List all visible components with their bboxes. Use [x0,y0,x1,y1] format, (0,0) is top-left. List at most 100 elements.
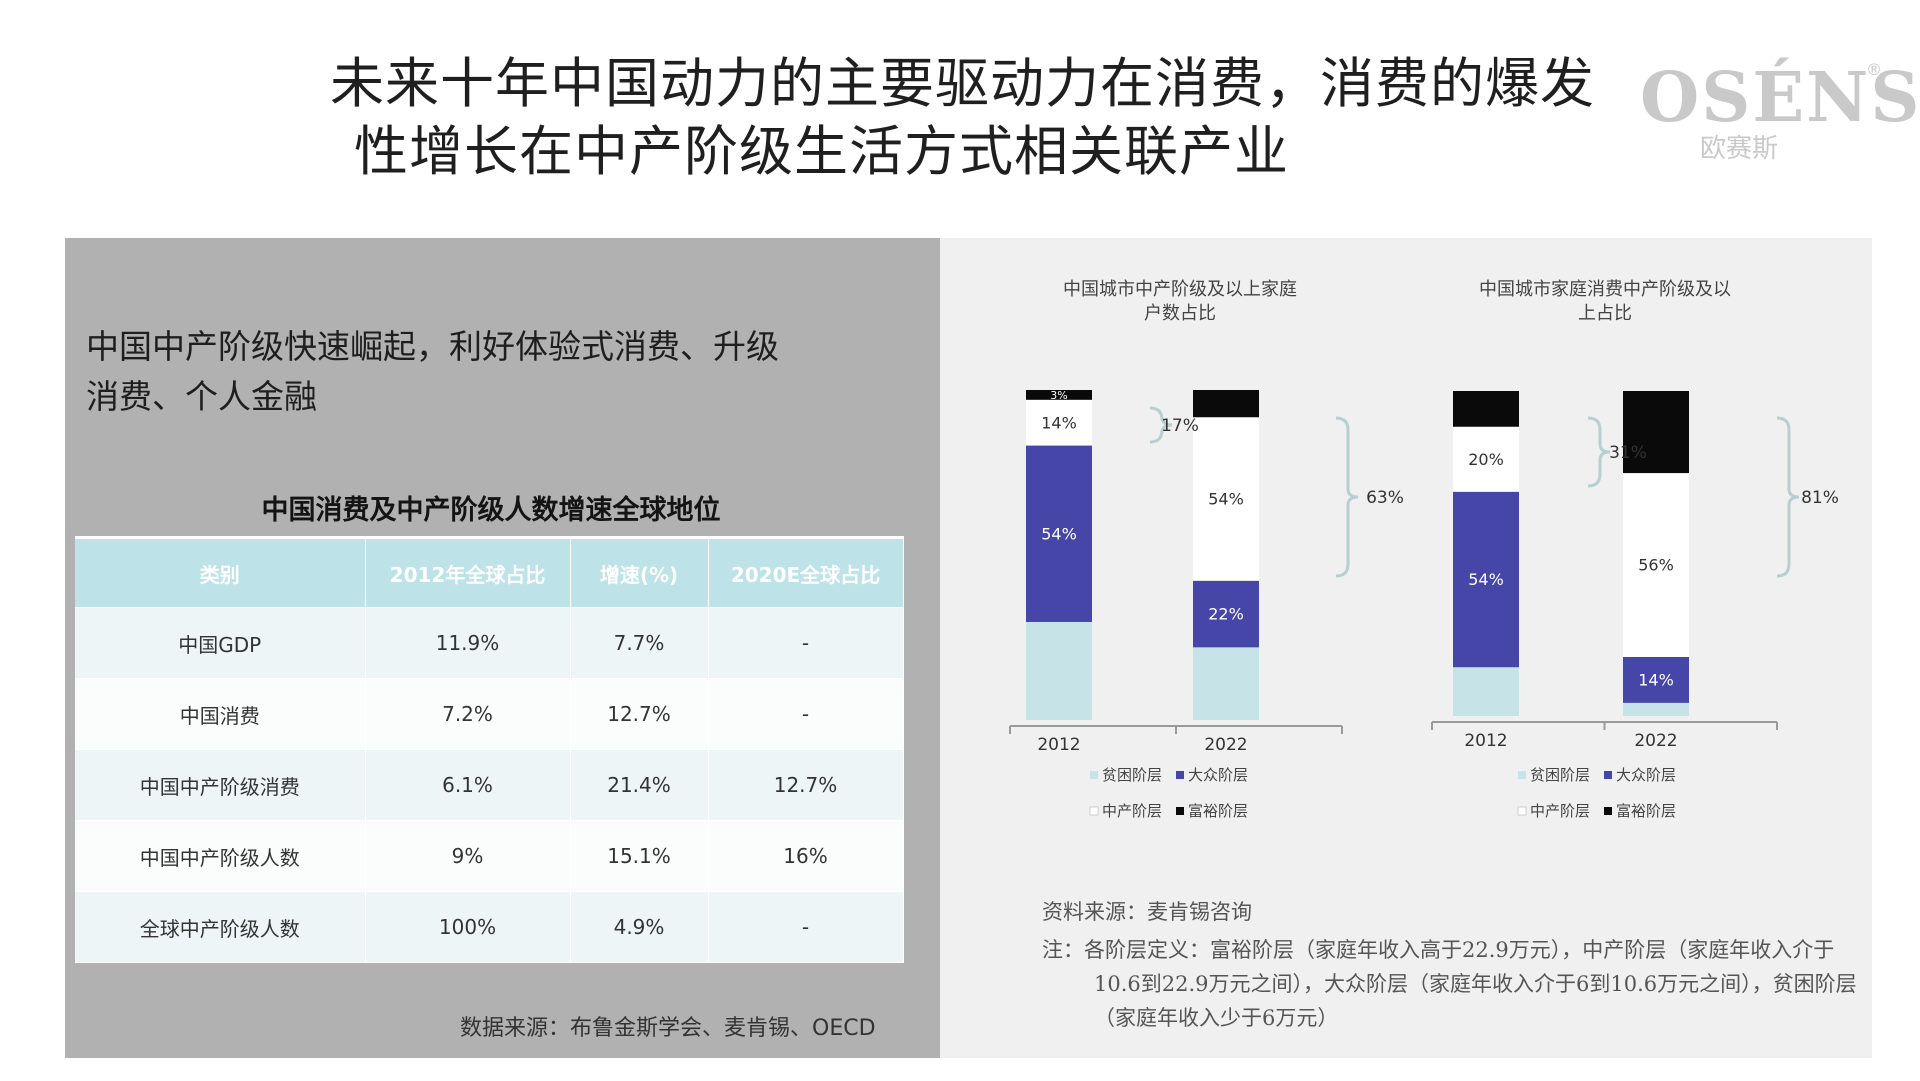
chart-1-bracket [1149,406,1173,444]
chart-2-bar-2012-富裕阶层 [1453,391,1519,427]
chart-2-bar-2022-中产阶层 [1623,473,1689,657]
table-cell: 7.7% [570,607,709,679]
chart-2-bracket-label: 31% [1609,443,1647,463]
chart-1-legend-swatch [1090,771,1098,779]
chart-1-legend-swatch [1176,771,1184,779]
column-header: 增速(%) [570,536,709,608]
page-title: 未来十年中国动力的主要驱动力在消费，消费的爆发 性增长在中产阶级生活方式相关联产… [330,50,1595,186]
chart-2-data-label: 20% [1468,450,1504,469]
table-cell: 11.9% [365,607,571,679]
notes-block: 资料来源：麦肯锡咨询 注：各阶层定义：富裕阶层（家庭年收入高于22.9万元），中… [1042,895,1862,1035]
table-cell: 15.1% [570,820,709,892]
page-title-line-1: 未来十年中国动力的主要驱动力在消费，消费的爆发 [330,52,1595,115]
logo-wordmark: OSÉNS [1640,58,1920,138]
headline: 中国中产阶级快速崛起，利好体验式消费、升级 消费、个人金融 [86,322,886,422]
chart-1-bracket-label: 17% [1161,416,1199,436]
chart-2-category-label: 2022 [1634,731,1677,751]
chart-1-data-label: 22% [1208,605,1244,624]
table-cell: 21.4% [570,749,709,821]
chart-1-bracket-label: 63% [1366,488,1404,508]
chart-1-bracket [1335,416,1359,578]
chart-1-legend-label: 大众阶层 [1188,766,1248,784]
chart-1-legend-label: 富裕阶层 [1188,802,1248,820]
chart-2-bar-2012-贫困阶层 [1453,667,1519,716]
table-cell: 4.9% [570,891,709,963]
chart-1-data-label: 54% [1208,490,1244,509]
table-header-row: 类别 2012年全球占比 增速(%) 2020E全球占比 [75,536,904,608]
table-cell: 9% [365,820,571,892]
chart-2-bracket [1776,416,1800,578]
chart-2-bracket-label: 81% [1801,488,1839,508]
table-title: 中国消费及中产阶级人数增速全球地位 [261,495,721,526]
chart-2-legend-label: 贫困阶层 [1530,766,1590,784]
chart-2-legend-label: 中产阶层 [1530,802,1590,820]
chart-2-data-label: 54% [1468,570,1504,589]
chart-2-title: 中国城市家庭消费中产阶级及以 上占比 [1450,278,1760,326]
page-title-line-2: 性增长在中产阶级生活方式相关联产业 [354,120,1289,183]
chart-2-legend-label: 富裕阶层 [1616,802,1676,820]
column-header: 2012年全球占比 [365,536,571,608]
column-header: 类别 [75,536,366,608]
table-cell: 6.1% [365,749,571,821]
chart-1-bar-2022-贫困阶层 [1193,647,1259,720]
headline-line-1: 中国中产阶级快速崛起，利好体验式消费、升级 [86,327,779,366]
chart-1-bar-2012-大众阶层 [1026,445,1092,622]
logo-chinese-name: 欧赛斯 [1700,134,1779,164]
chart-1-title-line-2: 户数占比 [1144,303,1216,324]
chart-1-legend-swatch [1089,806,1099,816]
table-cell: 中国中产阶级人数 [75,820,366,892]
chart-1-bar-2022-大众阶层 [1193,580,1259,648]
table-cell: 12.7% [570,678,709,750]
table-cell: 16% [708,820,904,892]
table-row: 中国GDP 11.9% 7.7% - [75,607,904,679]
chart-1-legend-label: 中产阶层 [1102,802,1162,820]
table-cell: - [708,607,904,679]
chart-1-bar-2022-中产阶层 [1193,417,1259,581]
chart-1-title-line-1: 中国城市中产阶级及以上家庭 [1063,279,1297,300]
chart-1-data-label: 54% [1041,524,1077,543]
chart-1-title: 中国城市中产阶级及以上家庭 户数占比 [1030,278,1330,326]
table-cell: 中国中产阶级消费 [75,749,366,821]
table-row: 全球中产阶级人数 100% 4.9% - [75,891,904,963]
brand-logo: OSÉNS ® 欧赛斯 [1640,58,1919,168]
table-cell: 中国消费 [75,678,366,750]
table-cell: 100% [365,891,571,963]
chart-2-legend-label: 大众阶层 [1616,766,1676,784]
table-row: 中国中产阶级人数 9% 15.1% 16% [75,820,904,892]
table-cell: - [708,891,904,963]
chart-2-bar-2012-大众阶层 [1453,491,1519,668]
table-source-note: 数据来源：布鲁金斯学会、麦肯锡、OECD [460,1016,876,1041]
chart-1-bar-2012-贫困阶层 [1026,621,1092,720]
chart-2-data-label: 56% [1638,556,1674,575]
chart-1-bar-2022-富裕阶层 [1193,390,1259,418]
chart-1-data-label: 3% [1050,389,1067,402]
chart-2-title-line-2: 上占比 [1578,303,1632,324]
chart-2-bar-2022-大众阶层 [1623,656,1689,703]
chart-1-category-label: 2012 [1037,735,1080,755]
chart-2-bar-2022-富裕阶层 [1623,391,1689,474]
table-cell: 中国GDP [75,607,366,679]
chart-2-bracket [1587,416,1611,488]
chart-1-category-label: 2022 [1204,735,1247,755]
headline-line-2: 消费、个人金融 [86,377,317,416]
chart-2-legend-swatch [1604,807,1612,815]
chart-2-category-label: 2012 [1464,731,1507,751]
chart-2-legend-swatch [1517,806,1527,816]
table-cell: 全球中产阶级人数 [75,891,366,963]
chart-2-legend-swatch [1604,771,1612,779]
class-definition-note: 注：各阶层定义：富裕阶层（家庭年收入高于22.9万元），中产阶层（家庭年收入介于… [1042,938,1857,1030]
registered-mark: ® [1866,60,1882,79]
chart-2-bar-2022-贫困阶层 [1623,702,1689,716]
table-cell: 12.7% [708,749,904,821]
column-header: 2020E全球占比 [708,536,904,608]
chart-1-bar-2012-富裕阶层 [1026,390,1092,400]
chart-2-bar-2012-中产阶层 [1453,426,1519,492]
table-row: 中国中产阶级消费 6.1% 21.4% 12.7% [75,749,904,821]
ranking-table: 类别 2012年全球占比 增速(%) 2020E全球占比 中国GDP 11.9%… [75,536,904,963]
chart-1-data-label: 14% [1041,413,1077,432]
chart-1-legend-swatch [1176,807,1184,815]
chart-2-title-line-1: 中国城市家庭消费中产阶级及以 [1479,279,1731,300]
table-cell: 7.2% [365,678,571,750]
chart-1-bar-2012-中产阶层 [1026,399,1092,446]
